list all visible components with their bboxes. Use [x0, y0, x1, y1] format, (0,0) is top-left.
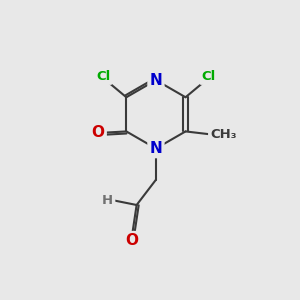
Text: CH₃: CH₃ — [210, 128, 236, 141]
Text: Cl: Cl — [96, 70, 111, 83]
Text: H: H — [102, 194, 113, 207]
Text: N: N — [150, 141, 162, 156]
Text: O: O — [126, 233, 139, 248]
Text: Cl: Cl — [201, 70, 216, 83]
Text: O: O — [92, 125, 105, 140]
Text: N: N — [150, 73, 162, 88]
